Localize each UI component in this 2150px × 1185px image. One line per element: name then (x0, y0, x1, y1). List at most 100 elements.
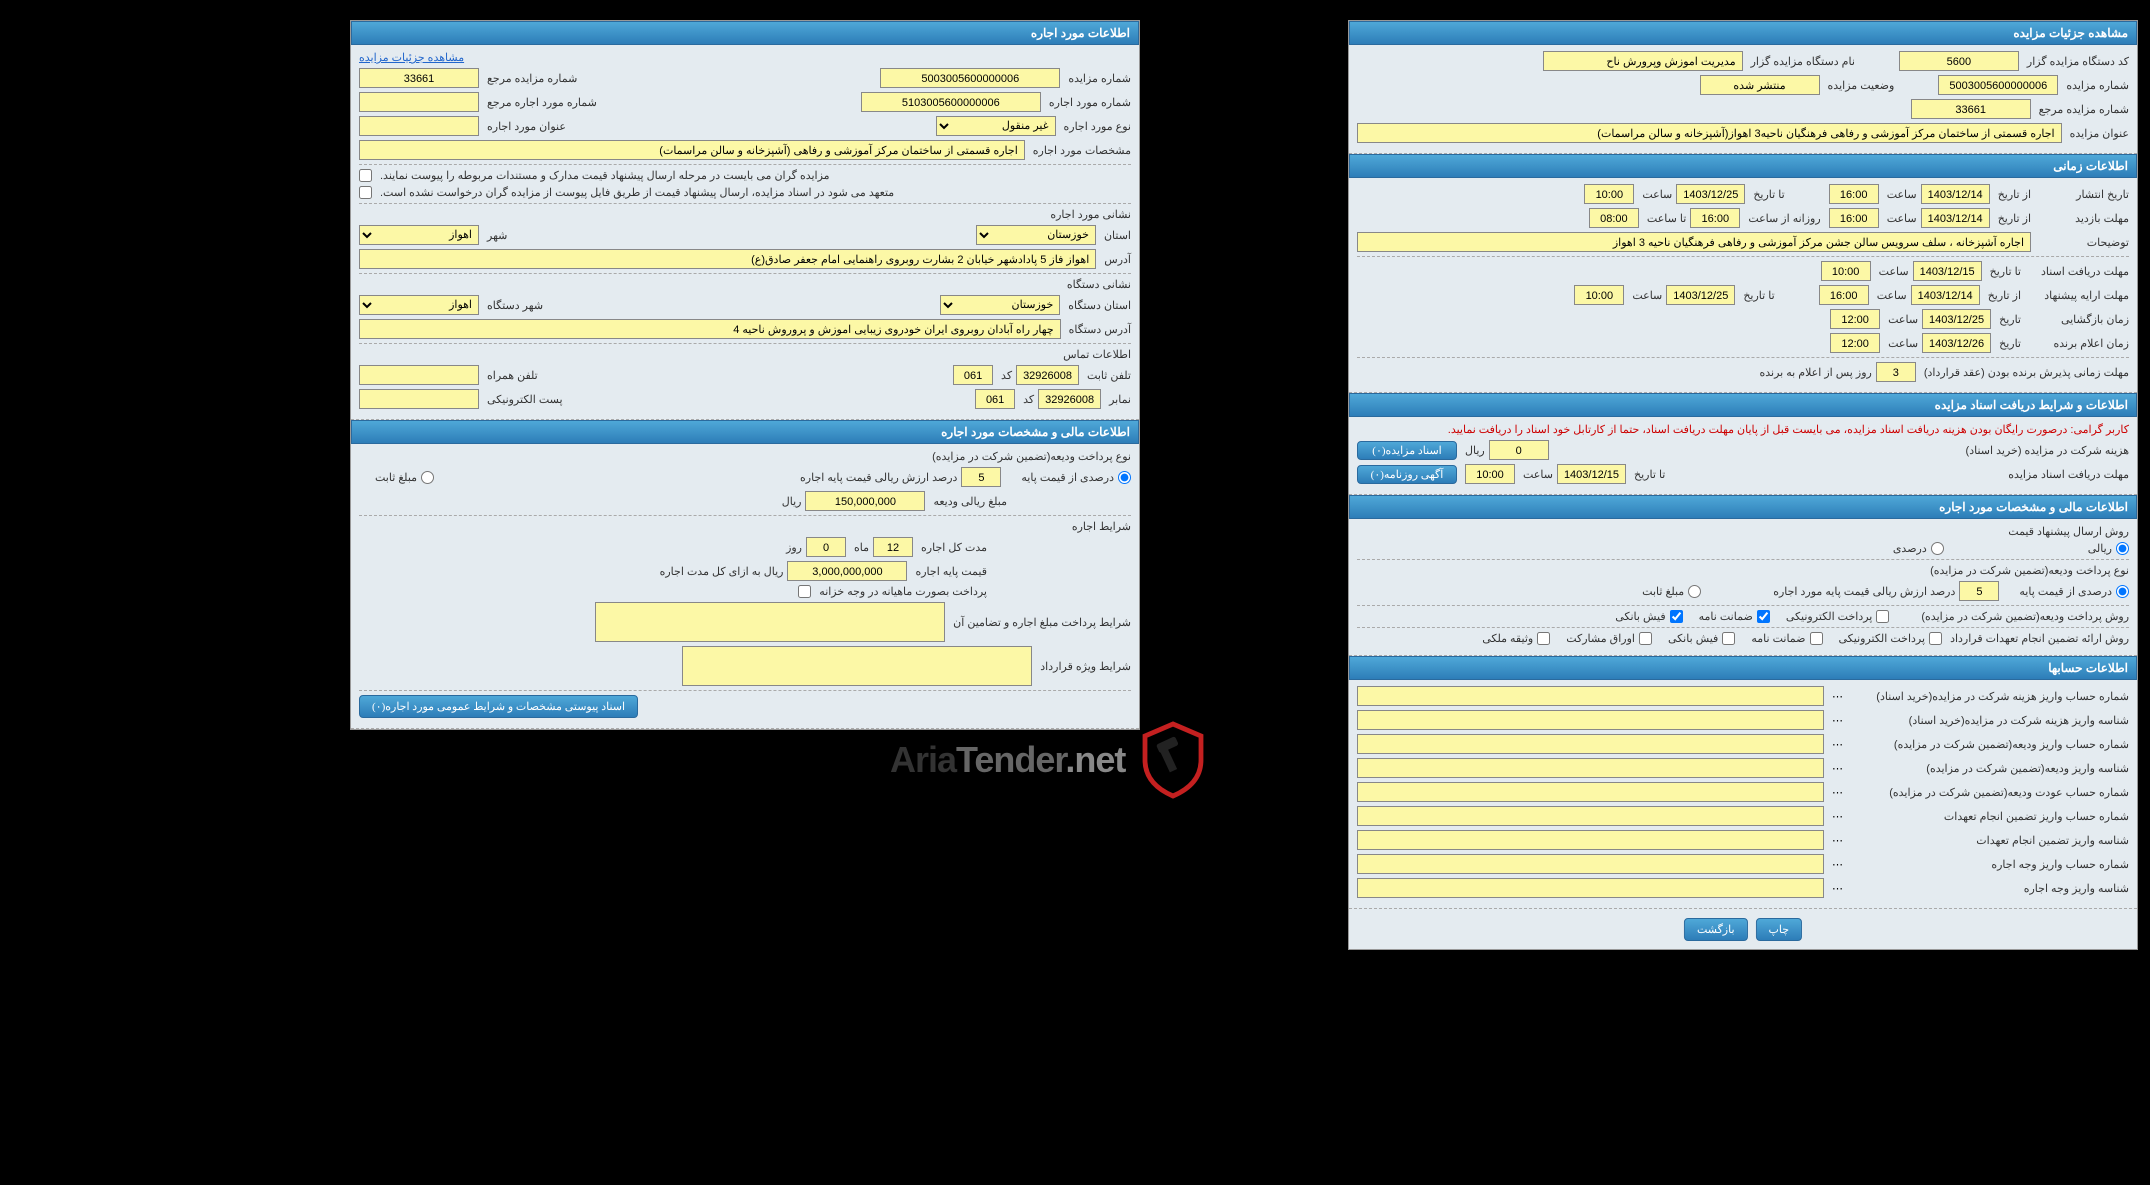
radio-percent-base[interactable] (2116, 585, 2129, 598)
field-ref-no: 33661 (1911, 99, 2031, 119)
back-button[interactable]: بازگشت (1684, 918, 1748, 941)
label-time-5: ساعت (1877, 289, 1907, 302)
label-time-2: ساعت (1642, 188, 1672, 201)
label-auction-status: وضعیت مزایده (1828, 79, 1895, 92)
link-details[interactable]: مشاهده جزئیات مزایده (359, 51, 464, 64)
label-chk-property: وثیقه ملکی (1482, 632, 1533, 645)
label-ref-no: شماره مزایده مرجع (2039, 103, 2129, 116)
field-auction-no-l: 5003005600000006 (880, 68, 1060, 88)
field-specs: اجاره قسمتی از ساختمان مرکز آموزشی و رفا… (359, 140, 1025, 160)
check-property[interactable] (1537, 632, 1550, 645)
field-title (359, 116, 479, 136)
check-monthly[interactable] (798, 585, 811, 598)
field-auction-no: 5003005600000006 (1938, 75, 2058, 95)
header-doc-receive: اطلاعات و شرایط دریافت اسناد مزایده (1349, 393, 2137, 417)
label-rial: ریال (1465, 444, 1485, 457)
select-city[interactable]: اهواز (359, 225, 479, 245)
field-doc-rec-time: 10:00 (1465, 464, 1515, 484)
field-org-name: مدیریت اموزش وپرورش ناح (1543, 51, 1743, 71)
label-percent-base-r: درصدی از قیمت پایه (2019, 585, 2112, 598)
field-doc-rec-date: 1403/12/15 (1557, 464, 1626, 484)
label-chk-bank-slip-2: فیش بانکی (1668, 632, 1718, 645)
check-note2[interactable] (359, 186, 372, 199)
watermark-logo: AriaTender.net (890, 720, 1213, 800)
label-acct7: شناسه واریز تضمین انجام تعهدات (1849, 834, 2129, 847)
radio-fixed-l[interactable] (421, 471, 434, 484)
field-offer-from-time: 16:00 (1819, 285, 1869, 305)
check-note1[interactable] (359, 169, 372, 182)
check-bank-slip-2[interactable] (1722, 632, 1735, 645)
dots-icon: ⋯ (1832, 834, 1841, 847)
label-org-location: نشانی دستگاه (1067, 278, 1131, 291)
field-visit-daily-from: 16:00 (1690, 208, 1740, 228)
radio-rial[interactable] (2116, 542, 2129, 555)
header-lease-info: اطلاعات مورد اجاره (351, 21, 1139, 45)
field-pub-from-time: 16:00 (1829, 184, 1879, 204)
label-chk-guarantee-2: ضمانت نامه (1751, 632, 1805, 645)
select-type[interactable]: غیر منقول (936, 116, 1056, 136)
label-code: کد (1001, 369, 1012, 382)
label-code-2: کد (1023, 393, 1034, 406)
label-acct4: شناسه واریز ودیعه(تضمین شرکت در مزایده) (1849, 762, 2129, 775)
field-visit-from-time: 16:00 (1829, 208, 1879, 228)
field-acct6 (1357, 806, 1824, 826)
field-acct5 (1357, 782, 1824, 802)
field-acct9 (1357, 878, 1824, 898)
check-guarantee[interactable] (1757, 610, 1770, 623)
newspaper-button[interactable]: آگهی روزنامه(۰) (1357, 465, 1457, 484)
auction-docs-button[interactable]: اسناد مزایده(۰) (1357, 441, 1457, 460)
label-from-date: از تاریخ (1998, 188, 2031, 201)
attach-docs-button[interactable]: اسناد پیوستی مشخصات و شرایط عمومی مورد ا… (359, 695, 638, 718)
field-notes: اجاره آشپزخانه ، سلف سرویس سالن جشن مرکز… (1357, 232, 2031, 252)
textarea-pay-cond[interactable] (595, 602, 945, 642)
field-months: 12 (873, 537, 913, 557)
dots-icon: ⋯ (1832, 738, 1841, 751)
logo-text: AriaTender.net (890, 739, 1125, 781)
select-org-city[interactable]: اهواز (359, 295, 479, 315)
label-visit: مهلت بازدید (2039, 212, 2129, 225)
dots-icon: ⋯ (1832, 786, 1841, 799)
field-acct4 (1357, 758, 1824, 778)
select-org-province[interactable]: خوزستان (940, 295, 1060, 315)
header-time: اطلاعات زمانی (1349, 154, 2137, 178)
label-time-9: ساعت (1523, 468, 1553, 481)
dots-icon: ⋯ (1832, 858, 1841, 871)
note1: مزایده گران می بایست در مرحله ارسال پیشن… (380, 169, 830, 182)
check-electronic[interactable] (1876, 610, 1889, 623)
label-to-date: تا تاریخ (1753, 188, 1784, 201)
label-chk-electronic: پرداخت الکترونیکی (1786, 610, 1873, 623)
label-special-cond: شرایط ویژه قرارداد (1040, 660, 1131, 673)
field-auction-title: اجاره قسمتی از ساختمان مرکز آموزشی و رفا… (1357, 123, 2062, 143)
field-code-2: 061 (975, 389, 1015, 409)
field-lease-ref (359, 92, 479, 112)
label-contact: اطلاعات تماس (1063, 348, 1131, 361)
label-open-time: زمان بازگشایی (2029, 313, 2129, 326)
field-open-time: 12:00 (1830, 309, 1880, 329)
header-accounts: اطلاعات حسابها (1349, 656, 2137, 680)
label-auction-no-l: شماره مزایده (1068, 72, 1131, 85)
select-province[interactable]: خوزستان (976, 225, 1096, 245)
label-accept-deadline: مهلت زمانی پذیرش برنده بودن (عقد قرارداد… (1924, 366, 2129, 379)
field-fax: 32926008 (1038, 389, 1101, 409)
label-monthly: پرداخت بصورت ماهیانه در وجه خزانه (819, 585, 987, 598)
label-lease-ref: شماره مورد اجاره مرجع (487, 96, 597, 109)
print-button[interactable]: چاپ (1756, 918, 1803, 941)
check-guarantee-2[interactable] (1810, 632, 1823, 645)
field-address: اهواز فاز 5 پادادشهر خیابان 2 بشارت روبر… (359, 249, 1096, 269)
label-org-name: نام دستگاه مزایده گزار (1751, 55, 1855, 68)
label-to-date-2: تا تاریخ (1990, 265, 2021, 278)
label-to-time: تا ساعت (1647, 212, 1686, 225)
label-acct8: شماره حساب واریز وجه اجاره (1849, 858, 2129, 871)
radio-percent[interactable] (1931, 542, 1944, 555)
radio-fixed[interactable] (1688, 585, 1701, 598)
field-code: 061 (953, 365, 993, 385)
label-day: روز (786, 541, 802, 554)
label-acct6: شماره حساب واریز تضمین انجام تعهدات (1849, 810, 2129, 823)
check-partnership[interactable] (1639, 632, 1652, 645)
field-phone: 32926008 (1016, 365, 1079, 385)
textarea-special-cond[interactable] (682, 646, 1032, 686)
label-org-city: شهر دستگاه (487, 299, 543, 312)
check-electronic-2[interactable] (1929, 632, 1942, 645)
radio-percent-base-l[interactable] (1118, 471, 1131, 484)
check-bank-slip[interactable] (1670, 610, 1683, 623)
